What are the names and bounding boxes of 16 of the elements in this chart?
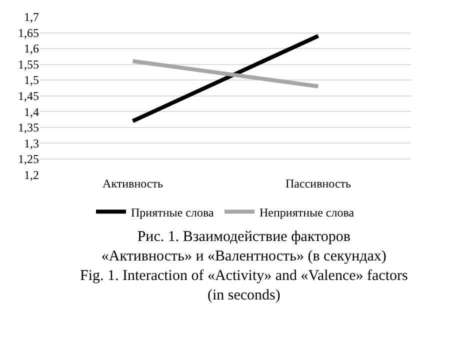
y-tick-label: 1,4 — [24, 104, 39, 119]
legend-label: Неприятные слова — [259, 205, 355, 220]
x-tick-label: Пассивность — [286, 176, 352, 191]
y-tick-label: 1,65 — [18, 26, 39, 40]
x-tick-label: Активность — [102, 176, 164, 191]
legend-label: Приятные слова — [131, 205, 214, 220]
y-tick-label: 1,7 — [24, 10, 39, 24]
y-tick-label: 1,45 — [18, 89, 39, 103]
y-tick-label: 1,6 — [24, 42, 39, 56]
y-tick-label: 1,35 — [18, 120, 39, 135]
y-tick-label: 1,25 — [18, 152, 39, 166]
y-tick-label: 1,5 — [24, 73, 39, 88]
text: Рис. 1. Взаимодействие факторов «Активность» и «Валентность» (в секундах) Fig. 1. Interaction of «Activity» and «Valence» factors (in seconds) — [80, 229, 408, 304]
y-tick-label: 1,2 — [24, 168, 39, 182]
y-tick-label: 1,55 — [18, 57, 39, 72]
y-tick-label: 1,3 — [24, 136, 39, 150]
